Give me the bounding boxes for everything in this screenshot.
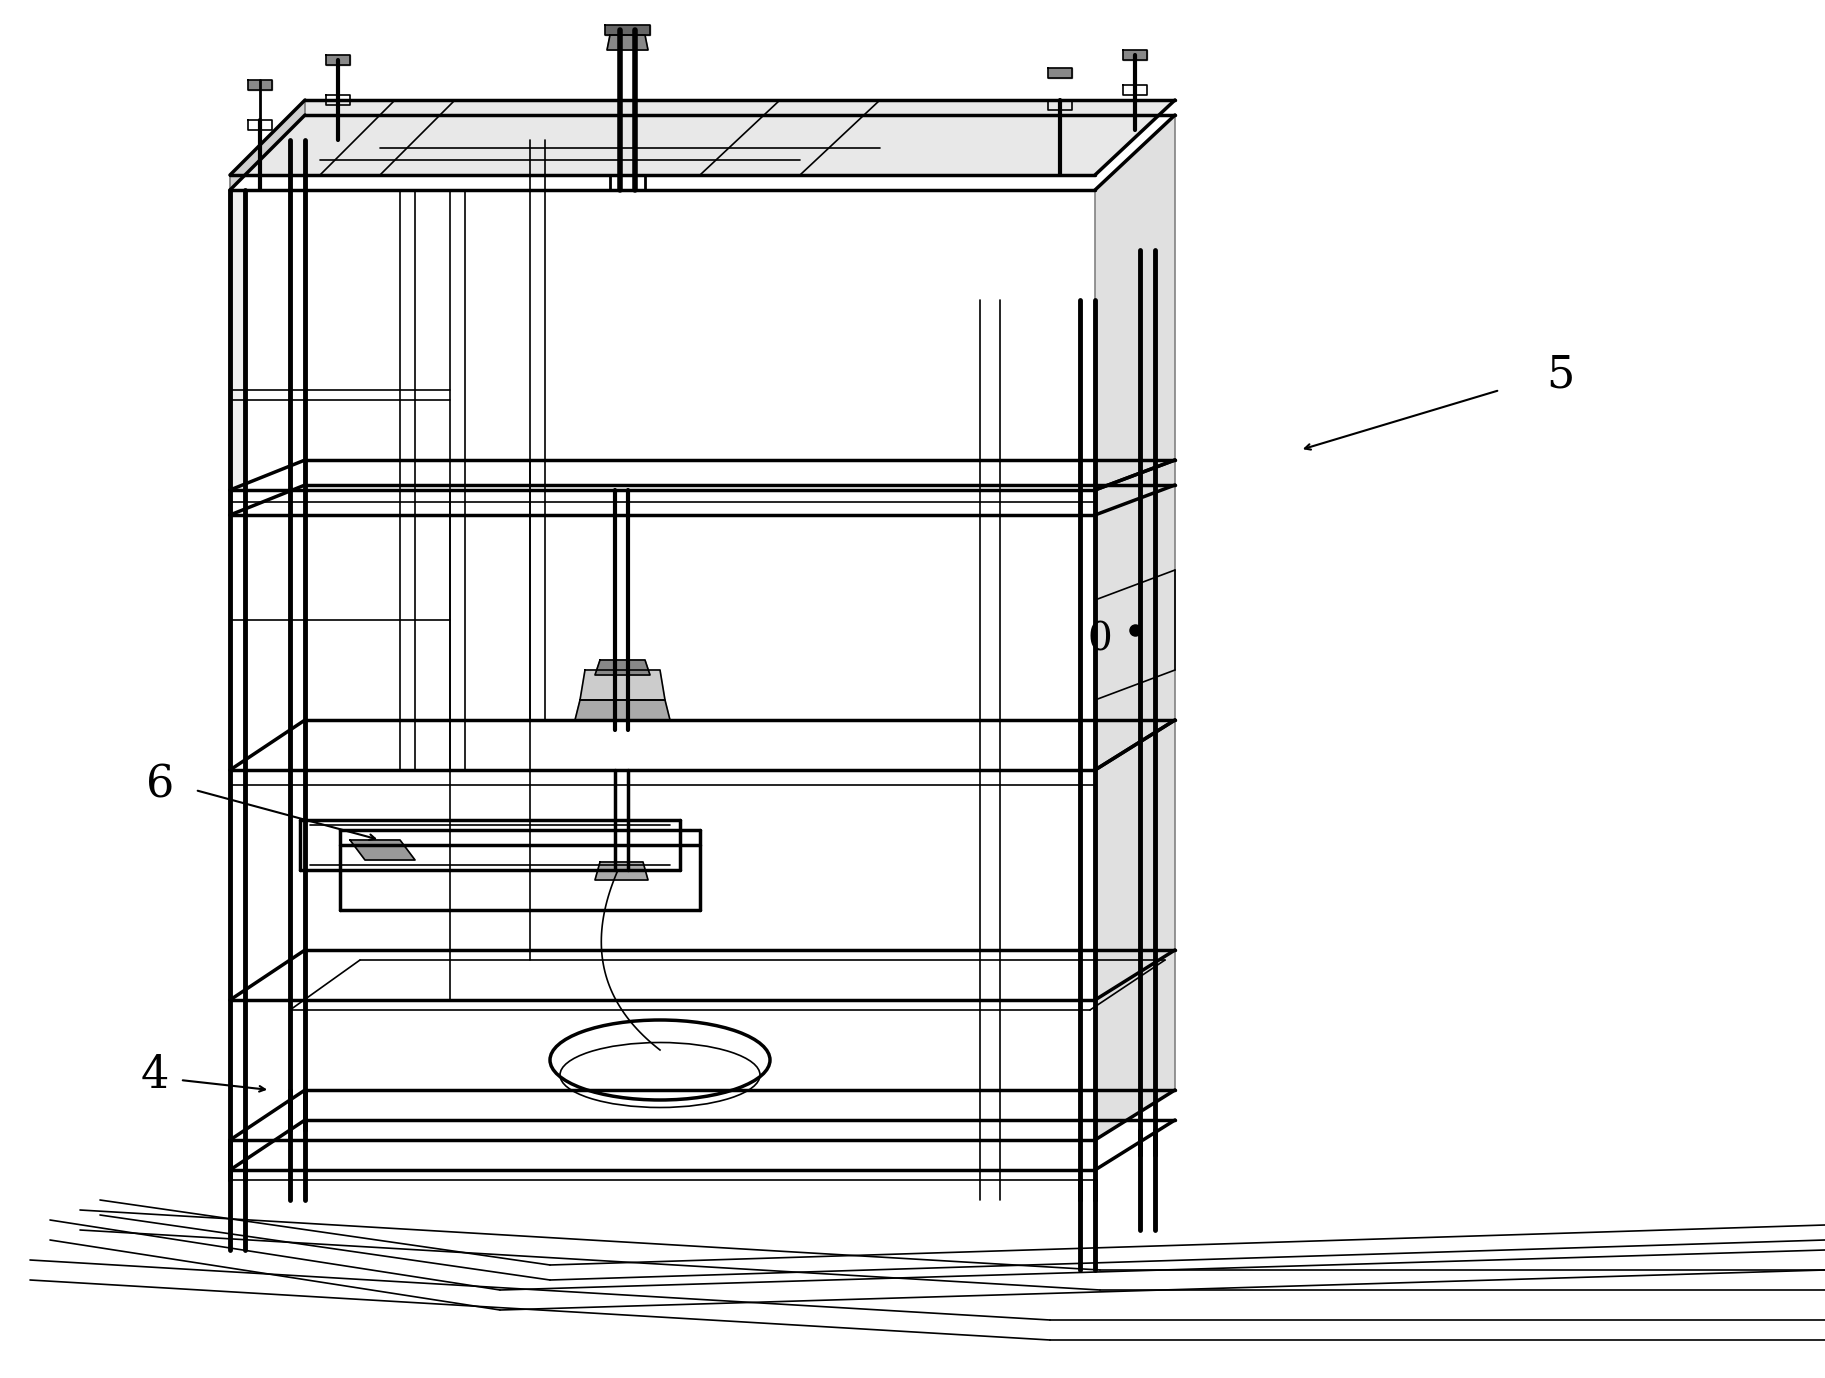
Text: 6: 6	[146, 763, 173, 806]
Polygon shape	[608, 34, 648, 50]
Polygon shape	[350, 841, 414, 860]
Polygon shape	[230, 101, 1175, 175]
Polygon shape	[327, 55, 350, 65]
Polygon shape	[230, 190, 245, 491]
Text: 4: 4	[141, 1053, 170, 1097]
Polygon shape	[1048, 68, 1071, 79]
Polygon shape	[1095, 114, 1175, 1140]
Polygon shape	[1122, 50, 1146, 61]
Polygon shape	[575, 700, 670, 719]
Polygon shape	[580, 670, 664, 700]
Polygon shape	[248, 80, 272, 90]
Polygon shape	[595, 863, 648, 881]
Text: 5: 5	[1546, 353, 1575, 397]
Polygon shape	[230, 101, 305, 190]
Polygon shape	[606, 25, 650, 34]
Polygon shape	[595, 660, 650, 675]
Text: 0: 0	[1088, 621, 1113, 659]
